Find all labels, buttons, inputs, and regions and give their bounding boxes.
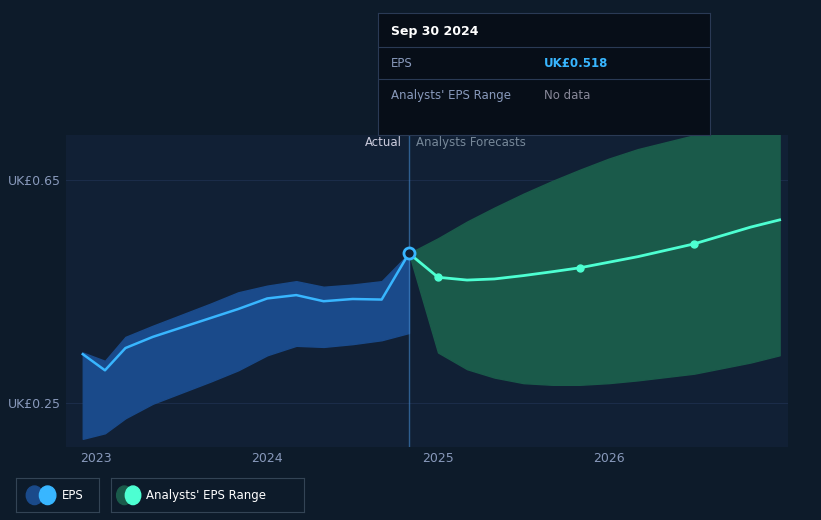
Text: Analysts' EPS Range: Analysts' EPS Range: [145, 489, 265, 502]
Ellipse shape: [117, 486, 132, 504]
Text: UK£0.518: UK£0.518: [544, 57, 608, 70]
Text: No data: No data: [544, 89, 590, 102]
Text: Analysts' EPS Range: Analysts' EPS Range: [391, 89, 511, 102]
Text: EPS: EPS: [62, 489, 83, 502]
Text: Analysts Forecasts: Analysts Forecasts: [415, 136, 525, 149]
Text: EPS: EPS: [391, 57, 413, 70]
Text: Actual: Actual: [365, 136, 402, 149]
Ellipse shape: [26, 486, 43, 504]
Ellipse shape: [126, 486, 140, 504]
Text: Sep 30 2024: Sep 30 2024: [391, 25, 479, 38]
Ellipse shape: [39, 486, 56, 504]
